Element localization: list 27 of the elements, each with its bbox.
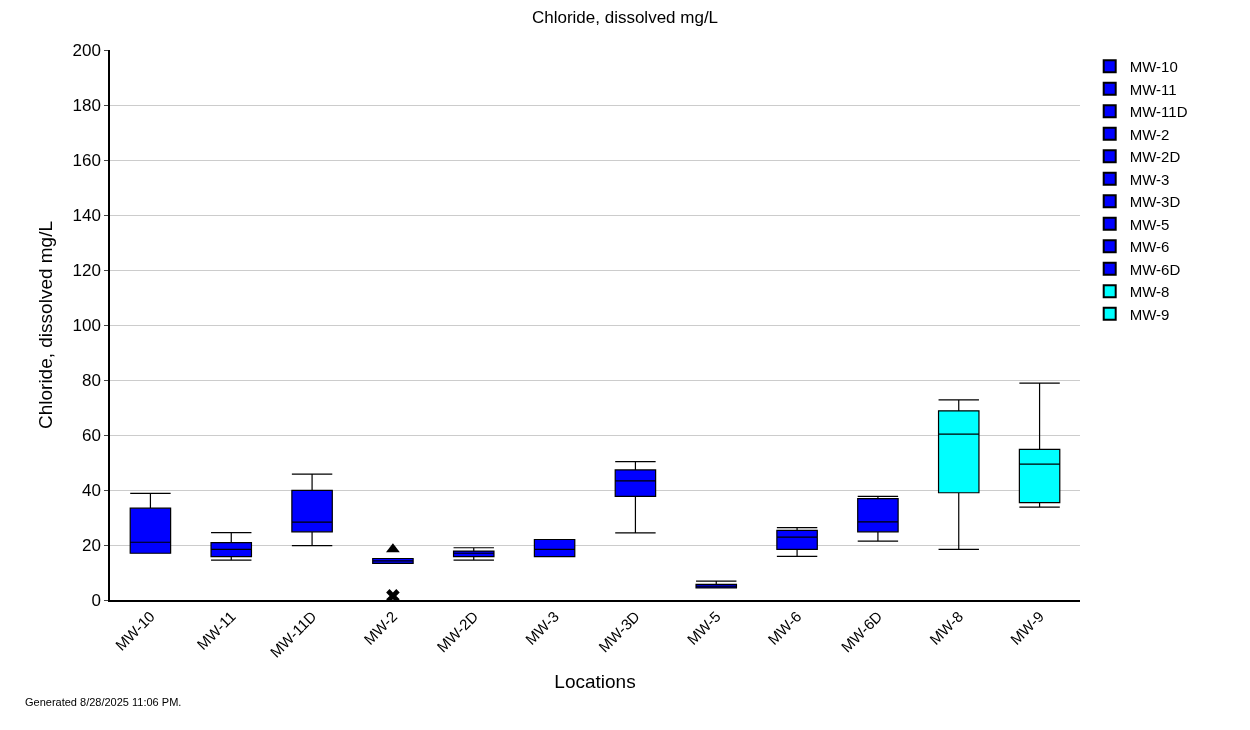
legend-label: MW-5	[1129, 215, 1170, 233]
y-tick-label: 160	[72, 150, 101, 170]
x-axis-title: Locations	[554, 670, 636, 692]
text: Generated 8/28/2025 11:06 PM.	[25, 696, 182, 708]
y-tick-label: 120	[72, 260, 101, 280]
y-tick-label: 180	[72, 95, 101, 115]
y-axis-title: Chloride, dissolved mg/L	[34, 220, 56, 430]
y-tick-label: 0	[91, 590, 101, 610]
legend-label: MW-6D	[1129, 260, 1181, 278]
legend-label: MW-9	[1129, 305, 1170, 323]
y-tick-label: 40	[81, 480, 101, 500]
chart-title: Chloride, dissolved mg/L	[531, 7, 719, 27]
y-tick-label: 200	[72, 40, 101, 60]
legend-label: MW-2D	[1129, 148, 1181, 166]
y-tick-label: 80	[81, 370, 101, 390]
legend-label: MW-8	[1129, 283, 1170, 301]
legend-label: MW-3	[1129, 170, 1170, 188]
legend-label: MW-11	[1129, 80, 1177, 98]
legend-label: MW-6	[1129, 238, 1170, 256]
y-tick-label: 100	[72, 315, 101, 335]
y-tick-label: 60	[81, 425, 101, 445]
legend-label: MW-11D	[1129, 103, 1188, 121]
y-tick-label: 20	[81, 535, 101, 555]
legend-label: MW-10	[1129, 58, 1178, 76]
legend-label: MW-3D	[1129, 193, 1181, 211]
legend-label: MW-2	[1129, 125, 1170, 143]
y-tick-label: 140	[72, 205, 101, 225]
